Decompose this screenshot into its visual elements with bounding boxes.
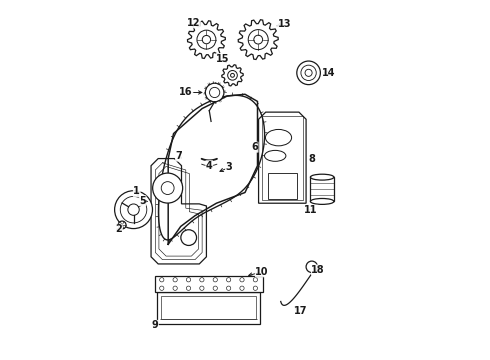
Text: 3: 3 (225, 162, 232, 172)
Circle shape (205, 83, 224, 102)
Circle shape (115, 191, 152, 229)
Text: 15: 15 (216, 54, 230, 64)
Text: 8: 8 (309, 154, 316, 164)
Circle shape (228, 71, 237, 80)
Circle shape (200, 278, 204, 282)
Circle shape (197, 30, 216, 49)
Circle shape (160, 286, 164, 291)
Ellipse shape (266, 130, 292, 146)
Ellipse shape (310, 198, 334, 204)
Polygon shape (188, 21, 225, 58)
Text: 5: 5 (139, 196, 146, 206)
Circle shape (153, 173, 183, 203)
Text: 7: 7 (175, 151, 182, 161)
Text: 9: 9 (151, 320, 158, 330)
Circle shape (306, 261, 318, 273)
Circle shape (118, 221, 126, 229)
Text: 17: 17 (294, 306, 308, 316)
Polygon shape (222, 65, 243, 86)
Circle shape (297, 61, 320, 85)
Circle shape (210, 87, 220, 98)
Circle shape (305, 69, 312, 76)
Circle shape (202, 35, 211, 44)
Circle shape (226, 286, 231, 291)
Circle shape (200, 286, 204, 291)
Circle shape (213, 278, 218, 282)
Ellipse shape (310, 174, 334, 180)
Text: 11: 11 (304, 205, 318, 215)
Circle shape (161, 182, 174, 194)
Text: 1: 1 (133, 186, 140, 197)
Text: 16: 16 (179, 87, 193, 98)
Polygon shape (155, 276, 263, 292)
Circle shape (248, 30, 268, 50)
Circle shape (186, 286, 191, 291)
Circle shape (173, 278, 177, 282)
Text: 12: 12 (187, 18, 200, 28)
Circle shape (240, 286, 244, 291)
Circle shape (181, 230, 196, 246)
Circle shape (254, 35, 263, 44)
Text: 13: 13 (277, 18, 291, 28)
Text: 10: 10 (255, 267, 269, 277)
Circle shape (213, 286, 218, 291)
Polygon shape (259, 112, 306, 203)
Circle shape (128, 204, 139, 215)
Polygon shape (157, 292, 260, 324)
Polygon shape (238, 20, 278, 59)
Circle shape (120, 197, 147, 223)
Ellipse shape (265, 150, 286, 161)
Circle shape (301, 65, 316, 81)
Circle shape (253, 278, 258, 282)
Circle shape (173, 286, 177, 291)
Circle shape (253, 286, 258, 291)
Text: 14: 14 (322, 68, 336, 78)
Circle shape (186, 278, 191, 282)
Text: 6: 6 (251, 142, 258, 152)
Circle shape (240, 278, 244, 282)
Text: 4: 4 (206, 161, 213, 171)
Polygon shape (310, 177, 334, 202)
Polygon shape (268, 173, 296, 199)
Polygon shape (151, 158, 206, 264)
Text: 2: 2 (116, 224, 122, 234)
Circle shape (226, 278, 231, 282)
Circle shape (160, 278, 164, 282)
Circle shape (231, 73, 234, 77)
Text: 18: 18 (312, 265, 325, 275)
